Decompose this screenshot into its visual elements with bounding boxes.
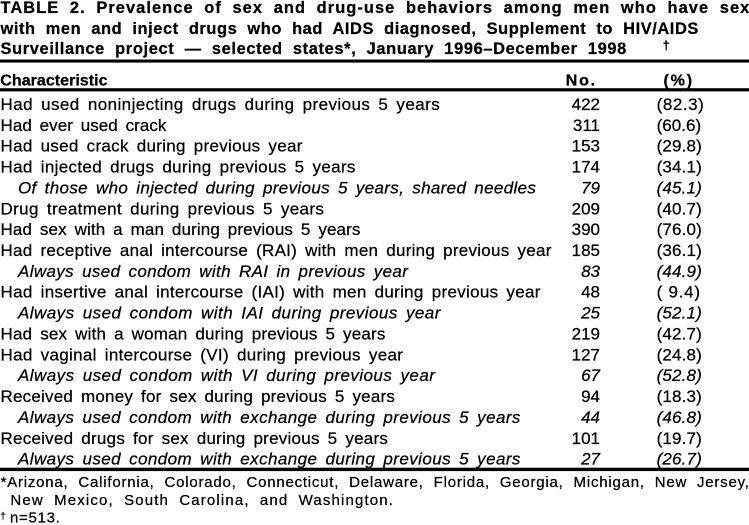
svg-text:Received drugs for sex during: Received drugs for sex during previous 5… (1, 429, 388, 448)
svg-text:(60.6): (60.6) (657, 116, 702, 135)
svg-text:Always used condom with VI dur: Always used condom with VI during previo… (17, 366, 436, 385)
svg-text:Always used condom with exchan: Always used condom with exchange during … (17, 450, 521, 469)
svg-text:No.: No. (566, 73, 595, 90)
svg-text:101: 101 (572, 429, 600, 448)
svg-text:†: † (663, 38, 670, 52)
svg-text:Always used condom with RAI in: Always used condom with RAI in previous … (17, 262, 409, 281)
svg-text:Had ever used crack: Had ever used crack (1, 116, 167, 135)
svg-text:422: 422 (572, 95, 600, 114)
svg-text:27: 27 (580, 450, 600, 469)
svg-text:(46.8): (46.8) (657, 408, 702, 427)
svg-text:(29.8): (29.8) (657, 137, 702, 156)
svg-text:Received money for sex during: Received money for sex during previous 5… (1, 387, 395, 406)
svg-text:Had used noninjecting drugs du: Had used noninjecting drugs during previ… (1, 95, 440, 114)
svg-text:311: 311 (573, 116, 600, 135)
svg-text:(24.8): (24.8) (657, 345, 702, 364)
svg-text:TABLE 2. Prevalence of sex and: TABLE 2. Prevalence of sex and drug-use … (1, 0, 749, 17)
svg-text:Characteristic: Characteristic (0, 73, 107, 90)
svg-text:83: 83 (581, 262, 600, 281)
svg-text:Of those who injected during p: Of those who injected during previous 5 … (18, 178, 536, 197)
svg-text:Had used crack during previous: Had used crack during previous year (1, 137, 303, 156)
svg-text:New Mexico, South Carolina, an: New Mexico, South Carolina, and Washingt… (10, 492, 393, 509)
svg-text:(26.7): (26.7) (657, 450, 702, 469)
svg-text:25: 25 (580, 304, 600, 323)
svg-text:(45.1): (45.1) (657, 178, 702, 197)
svg-text:Surveillance project — selecte: Surveillance project — selected states*,… (1, 40, 627, 58)
svg-text:153: 153 (572, 137, 600, 156)
svg-text:Had vaginal intercourse (VI) d: Had vaginal intercourse (VI) during prev… (1, 345, 404, 364)
svg-text:(18.3): (18.3) (657, 387, 702, 406)
svg-text:Always used condom with exchan: Always used condom with exchange during … (17, 408, 521, 427)
svg-text:48: 48 (581, 283, 600, 302)
svg-text:(44.9): (44.9) (657, 262, 702, 281)
svg-text:(52.8): (52.8) (657, 366, 702, 385)
svg-text:†: † (0, 512, 6, 523)
svg-text:(40.7): (40.7) (657, 199, 702, 218)
svg-text:(42.7): (42.7) (657, 324, 702, 343)
svg-text:(52.1): (52.1) (657, 304, 702, 323)
svg-text:Had sex with a woman during pr: Had sex with a woman during previous 5 y… (1, 324, 386, 343)
svg-text:Always used condom with IAI du: Always used condom with IAI during previ… (17, 304, 442, 323)
svg-text:Had injected drugs during prev: Had injected drugs during previous 5 yea… (1, 158, 356, 177)
svg-text:174: 174 (572, 158, 600, 177)
svg-text:(82.3): (82.3) (657, 95, 704, 114)
svg-text:Had insertive anal intercourse: Had insertive anal intercourse (IAI) wit… (1, 283, 541, 302)
svg-text:79: 79 (581, 178, 600, 197)
svg-text:Had sex with a man during prev: Had sex with a man during previous 5 yea… (1, 220, 361, 239)
svg-text:with men and inject drugs who: with men and inject drugs who had AIDS d… (0, 20, 698, 38)
svg-text:44: 44 (581, 408, 600, 427)
svg-text:94: 94 (581, 387, 600, 406)
svg-text:n=513.: n=513. (10, 509, 60, 525)
svg-text:( 9.4): ( 9.4) (657, 283, 700, 302)
svg-text:(36.1): (36.1) (657, 241, 702, 260)
svg-text:390: 390 (572, 220, 600, 239)
svg-text:219: 219 (572, 324, 600, 343)
svg-text:127: 127 (572, 345, 600, 364)
svg-text:Had receptive anal intercourse: Had receptive anal intercourse (RAI) wit… (1, 241, 552, 260)
svg-text:185: 185 (572, 241, 600, 260)
svg-text:(34.1): (34.1) (657, 158, 702, 177)
svg-text:209: 209 (572, 199, 600, 218)
svg-text:(%): (%) (664, 73, 693, 90)
svg-text:*Arizona, California, Colorado: *Arizona, California, Colorado, Connecti… (1, 474, 749, 491)
svg-text:(76.0): (76.0) (657, 220, 702, 239)
svg-text:67: 67 (581, 366, 600, 385)
svg-text:Drug treatment during previous: Drug treatment during previous 5 years (1, 199, 324, 218)
svg-text:(19.7): (19.7) (657, 429, 702, 448)
